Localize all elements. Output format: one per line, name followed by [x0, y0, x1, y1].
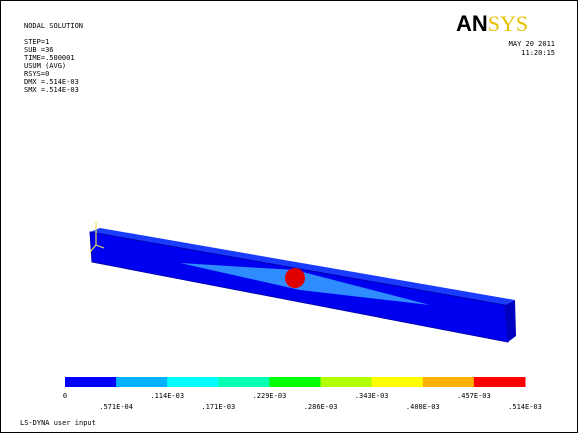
header-line: SUB =36 [24, 46, 54, 54]
legend-label: 0 [63, 392, 67, 400]
legend-swatch [218, 377, 270, 387]
header-line: DMX =.514E-03 [24, 78, 79, 86]
legend-label: .114E-03 [150, 392, 184, 400]
header-line: RSYS=0 [24, 70, 49, 78]
legend-swatch [372, 377, 424, 387]
logo: ANSYS [456, 11, 528, 36]
time: 11:20:15 [521, 49, 555, 57]
legend-label: .286E-03 [304, 403, 338, 411]
header-line: TIME=.500001 [24, 54, 75, 62]
logo-an: AN [456, 11, 488, 36]
legend-swatch [269, 377, 321, 387]
ansys-window: NODAL SOLUTION STEP=1SUB =36TIME=.500001… [0, 0, 578, 433]
legend-label: .514E-03 [508, 403, 542, 411]
plot-title: NODAL SOLUTION [24, 22, 83, 30]
header-line: SMX =.514E-03 [24, 86, 79, 94]
date: MAY 20 2011 [509, 40, 555, 48]
legend-swatch [321, 377, 373, 387]
legend-label: .457E-03 [457, 392, 491, 400]
legend-label: .343E-03 [355, 392, 389, 400]
logo-sys: SYS [488, 11, 528, 36]
legend-label: .171E-03 [201, 403, 235, 411]
legend-label: .229E-03 [253, 392, 287, 400]
frame [1, 1, 578, 433]
legend-swatch [474, 377, 526, 387]
header-line: USUM (AVG) [24, 62, 66, 70]
legend-swatch [423, 377, 475, 387]
legend-label: .400E-03 [406, 403, 440, 411]
legend-swatch [116, 377, 168, 387]
legend-swatch [167, 377, 219, 387]
max-marker [285, 268, 305, 288]
legend-swatch [65, 377, 117, 387]
legend-label: .571E-04 [99, 403, 133, 411]
header-line: STEP=1 [24, 38, 49, 46]
footer: LS-DYNA user input [20, 419, 96, 427]
